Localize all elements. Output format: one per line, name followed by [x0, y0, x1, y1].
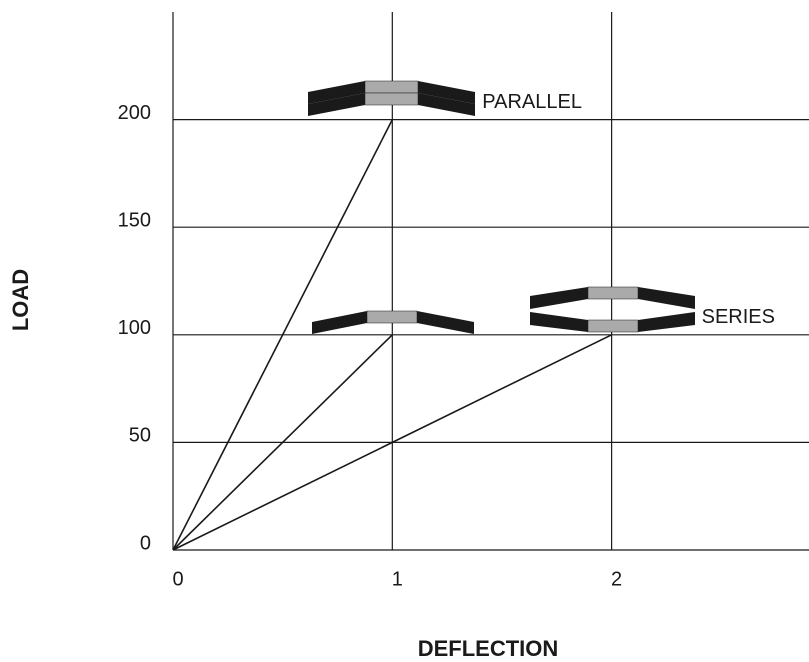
x-tick-label: 0 [172, 568, 183, 590]
y-tick-label: 100 [118, 317, 151, 339]
spring-icons [308, 81, 695, 334]
y-tick-label: 50 [129, 425, 151, 447]
x-tick-label: 1 [392, 568, 403, 590]
series-label: SERIES [702, 306, 775, 328]
y-axis-title: LOAD [8, 269, 33, 331]
y-tick-label: 200 [118, 102, 151, 124]
parallel-icon [308, 81, 475, 116]
x-tick-label: 2 [611, 568, 622, 590]
single-icon [312, 311, 474, 334]
y-tick-label: 0 [140, 532, 151, 554]
x-axis-title: DEFLECTION [418, 636, 559, 661]
chart: 2 1 0 200 150 100 50 0 DEFLECTION LOAD PARALLEL S… [0, 0, 809, 662]
y-tick-label: 150 [118, 209, 151, 231]
series-label: PARALLEL [482, 91, 582, 113]
series-icon [530, 287, 695, 332]
